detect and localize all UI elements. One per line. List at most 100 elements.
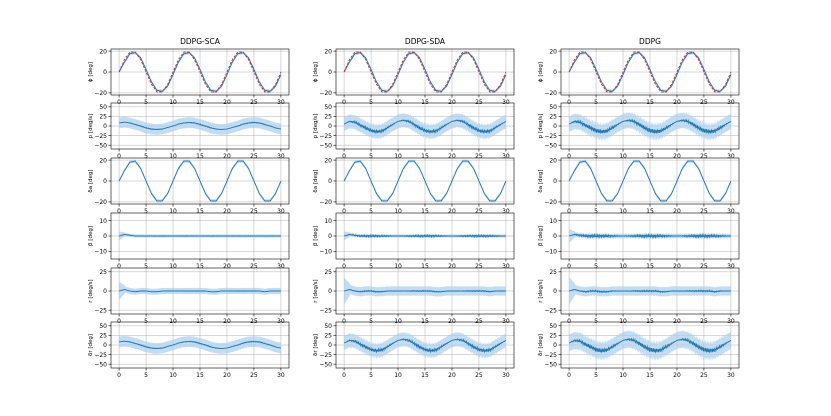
x-tick-label: 15 [421,318,429,325]
x-tick-label: 10 [619,208,627,215]
x-tick-label: 25 [475,99,483,106]
series-line [119,234,281,237]
x-tick-label: 5 [369,99,373,106]
y-axis-label: p [deg/s] [313,114,319,139]
series-line [343,233,506,239]
y-tick-label: 0 [328,123,332,130]
y-axis-label: r [deg/s] [88,279,94,302]
confidence-band [569,112,731,142]
x-tick-label: 30 [502,153,510,160]
confidence-band [119,116,281,135]
x-tick-label: 5 [594,372,598,379]
x-tick-label: 0 [342,153,346,160]
y-tick-label: 10 [99,218,107,225]
reference-line [343,51,507,93]
series-line [118,52,282,92]
x-tick-label: 30 [727,208,735,215]
series-line [568,337,732,354]
y-tick-label: −25 [319,352,332,359]
series-line [344,289,506,293]
y-axis-label: ϕ [deg] [313,62,319,82]
x-tick-label: 10 [394,153,402,160]
x-tick-label: 15 [646,318,654,325]
x-tick-label: 25 [475,153,483,160]
x-tick-label: 20 [673,372,681,379]
y-tick-label: −25 [544,352,557,359]
y-tick-label: 0 [328,69,332,76]
x-tick-label: 30 [277,208,285,215]
x-tick-label: 0 [567,153,571,160]
x-tick-label: 15 [646,99,654,106]
y-tick-label: 25 [324,333,332,340]
x-tick-label: 25 [250,153,258,160]
x-tick-label: 15 [421,263,429,270]
x-tick-label: 0 [567,372,571,379]
column-title: DDPG-SCA [180,37,221,46]
x-tick-label: 25 [250,372,258,379]
x-tick-label: 0 [117,318,121,325]
panel-ddpg-phi: 20 0 −20 0 5 10 15 20 25 30 ϕ [deg] [538,48,740,106]
y-axis-label: δa [deg] [88,169,94,192]
x-tick-label: 5 [144,372,148,379]
series-line [343,52,507,92]
x-tick-label: 15 [421,99,429,106]
confidence-band [569,330,731,361]
y-tick-label: 25 [549,333,557,340]
y-tick-label: 50 [99,104,107,111]
y-tick-label: 10 [549,218,557,225]
x-tick-label: 25 [475,318,483,325]
column-title: DDPG [639,37,661,46]
x-tick-label: 5 [144,153,148,160]
y-tick-label: −50 [319,361,332,368]
x-tick-label: 10 [169,153,177,160]
series-line [568,232,731,240]
x-tick-label: 20 [448,153,456,160]
x-tick-label: 20 [673,263,681,270]
x-tick-label: 5 [594,153,598,160]
panel-grid: DDPG-SCA DDPG-SDA DDPG 20 0 −20 0 5 10 15 20 25 30 ϕ … [88,37,740,379]
y-tick-label: −50 [94,361,107,368]
x-tick-label: 0 [342,372,346,379]
y-tick-label: 25 [324,114,332,121]
x-tick-label: 15 [646,263,654,270]
y-tick-label: 50 [549,104,557,111]
y-tick-label: 0 [328,342,332,349]
confidence-band [119,51,281,93]
x-tick-label: 5 [144,318,148,325]
y-tick-label: −10 [94,249,107,256]
x-tick-label: 0 [117,372,121,379]
x-tick-label: 10 [394,208,402,215]
y-tick-label: 0 [103,288,107,295]
reference-line [568,51,732,93]
x-tick-label: 5 [369,372,373,379]
x-tick-label: 25 [250,318,258,325]
x-tick-label: 5 [594,208,598,215]
y-tick-label: 0 [103,233,107,240]
x-tick-label: 0 [567,208,571,215]
x-tick-label: 25 [700,372,708,379]
y-axis-label: δa [deg] [538,169,544,192]
y-tick-label: 0 [553,123,557,130]
y-axis-label: β [deg] [538,226,544,246]
x-tick-label: 20 [673,153,681,160]
x-tick-label: 30 [277,99,285,106]
y-tick-label: −25 [319,133,332,140]
x-tick-label: 15 [196,372,204,379]
x-tick-label: 30 [502,263,510,270]
x-tick-label: 25 [250,208,258,215]
panel-ddpg-beta: 10 0 −10 0 5 10 15 20 25 30 β [deg] [538,212,740,270]
x-tick-label: 10 [394,99,402,106]
y-tick-label: 0 [553,178,557,185]
series-line [343,338,507,354]
panel-ddpg-delta_a: 20 0 −20 0 5 10 15 20 25 30 δa [deg] [538,157,740,215]
y-axis-label: r [deg/s] [538,279,544,302]
y-tick-label: −20 [319,199,332,206]
x-tick-label: 10 [619,372,627,379]
y-tick-label: 10 [324,218,332,225]
x-tick-label: 10 [394,318,402,325]
x-tick-label: 0 [342,318,346,325]
series-line [343,119,507,135]
x-tick-label: 30 [502,372,510,379]
